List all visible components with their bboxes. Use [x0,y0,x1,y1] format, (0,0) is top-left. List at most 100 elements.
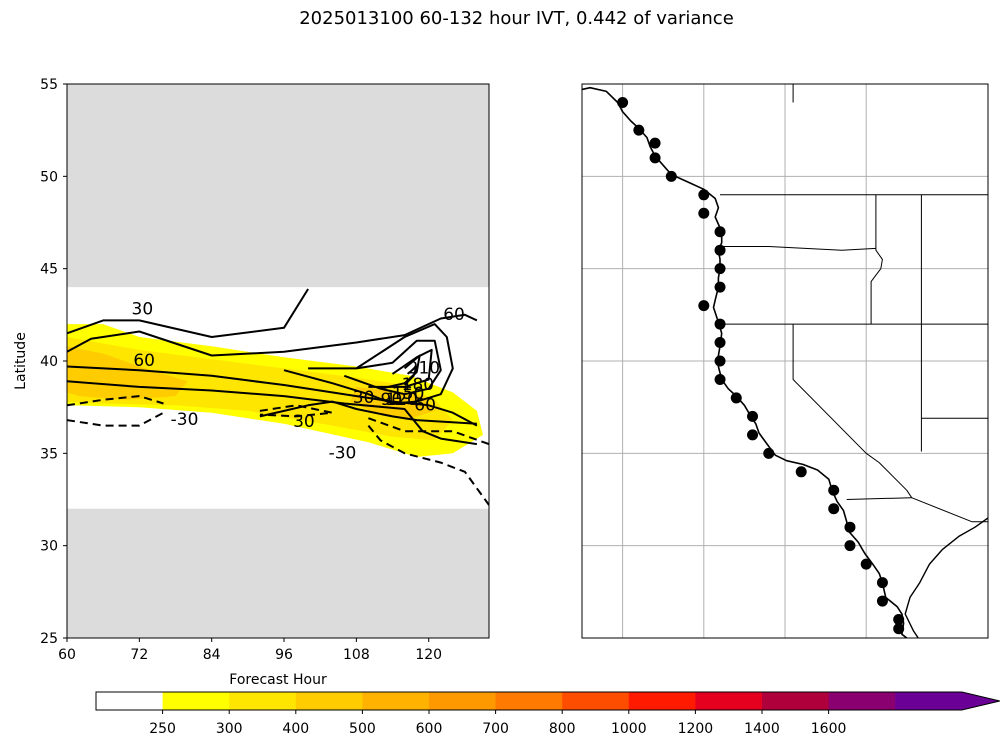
station-point [714,373,726,385]
colorbar-tick-label: 250 [149,721,176,737]
map-area [582,84,988,638]
colorbar-segment [362,692,430,710]
station-point [893,623,905,635]
colorbar-tick-label: 800 [549,721,576,737]
negative-contour [67,411,164,427]
station-point [633,124,645,136]
station-point [844,540,856,552]
colorbar-tick-label: 400 [282,721,309,737]
station-point [698,189,710,201]
positive-contour [368,348,433,388]
west-coast-map [581,83,989,639]
colorbar-outline [95,691,1000,711]
contour-label: 60 [133,351,155,371]
colorbar-tick-label: 1000 [611,721,647,737]
x-axis-label: Forecast Hour [229,672,327,688]
station-point [649,137,661,149]
x-tick-label: 96 [275,647,293,663]
station-point [714,244,726,256]
positive-contour [380,354,421,390]
contour-label: 60 [443,305,465,325]
contour-label: 180 [402,375,434,395]
colorbar-segment [429,692,497,710]
station-point [698,300,710,312]
station-point [714,226,726,238]
colorbar-segment [495,692,563,710]
contour-label: 30 [132,299,154,319]
station-point [893,614,905,626]
x-tick-label: 84 [203,647,221,663]
masked-region [67,508,489,638]
station-point [714,263,726,275]
negative-contour [368,417,489,446]
contour-label: 60 [414,395,436,415]
colorbar-tick-label: 500 [349,721,376,737]
map-frame [581,83,989,639]
y-tick-label: 30 [40,539,58,555]
y-tick-label: 55 [40,77,58,93]
contour-label: 210 [408,358,440,378]
state-border [870,194,883,325]
station-point [617,96,629,108]
contour-label: 150 [392,384,424,404]
x-tick-label: 120 [415,647,442,663]
colorbar-segment [762,692,830,710]
station-point [844,521,856,533]
colorbar-segment [562,692,630,710]
contour-label: 30 [293,412,315,432]
masked-region [67,84,489,288]
station-point [876,595,888,607]
station-point [828,484,840,496]
station-point [730,392,742,404]
station-point [828,503,840,515]
coastline [582,86,908,638]
colorbar-tick-label: 1200 [678,721,714,737]
station-point [714,318,726,330]
ivt-fill-300 [67,337,453,441]
positive-contour [259,400,477,425]
colorbar-segment [828,692,896,710]
gulf-coastline [904,517,988,638]
x-tick-label: 108 [343,647,370,663]
colorbar-tick-label: 300 [216,721,243,737]
colorbar-extend-arrow [961,692,1000,710]
colorbar-segment [895,692,963,710]
state-border [846,497,988,523]
y-axis-label: Latitude [13,332,29,390]
station-point [714,281,726,293]
station-point [763,447,775,459]
station-point [795,466,807,478]
colorbar-tick-label: 600 [416,721,443,737]
negative-contour [259,404,334,418]
colorbar-segment [162,692,230,710]
positive-contour [283,323,454,405]
station-point [747,410,759,422]
station-point [649,152,661,164]
colorbar-tick-label: 700 [482,721,509,737]
x-tick-label: 60 [58,647,76,663]
negative-contour [67,395,164,407]
colorbar-segment [96,692,164,710]
y-tick-label: 45 [40,262,58,278]
colorbar-segment [229,692,297,710]
station-point [747,429,759,441]
y-tick-label: 25 [40,631,58,647]
station-point [714,355,726,367]
colorbar-tick-label: 1600 [811,721,847,737]
state-border [723,246,876,251]
station-point [665,170,677,182]
state-border [792,324,913,498]
colorbar-tick-label: 1400 [744,721,780,737]
chart-title: 2025013100 60-132 hour IVT, 0.442 of var… [299,8,734,29]
contour-label: 30 [353,388,375,408]
positive-contour [67,365,478,427]
y-tick-label: 40 [40,354,58,370]
contour-label: 90 [381,390,403,410]
positive-contour [67,288,309,338]
contour-label: 120 [385,390,417,410]
positive-contour [67,380,478,446]
positive-contour [403,365,418,386]
